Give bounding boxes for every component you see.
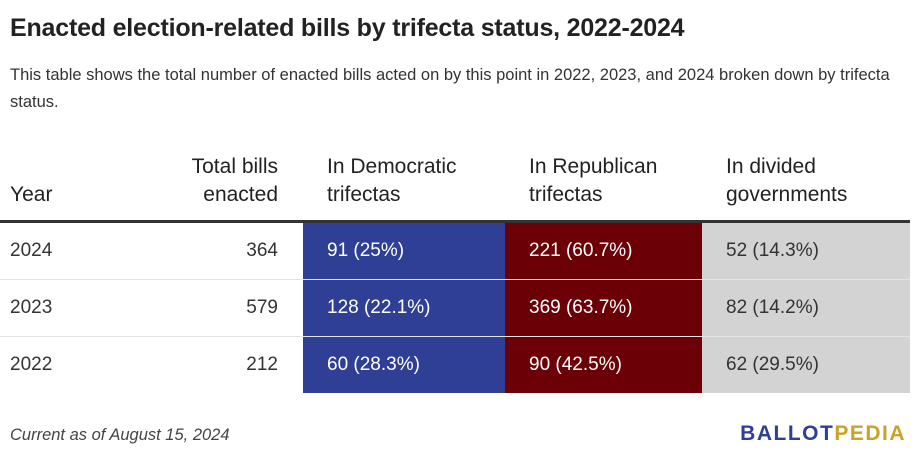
table-row: 2023 579 128 (22.1%) 369 (63.7%) 82 (14.… (0, 280, 910, 337)
header-year-line-1: Year (10, 183, 53, 206)
header-divided-line-2: governments (726, 183, 848, 206)
cell-divided: 52 (14.3%) (702, 223, 910, 279)
cell-divided: 82 (14.2%) (702, 280, 910, 336)
table-row: 2022 212 60 (28.3%) 90 (42.5%) 62 (29.5%… (0, 337, 910, 393)
cell-total: 212 (246, 354, 278, 375)
cell-year: 2023 (10, 297, 53, 318)
cell-republican: 369 (63.7%) (505, 280, 702, 336)
header-republican: In Republican trifectas (529, 153, 704, 209)
logo-pedia-text: PEDIA (834, 422, 906, 445)
cell-democratic: 60 (28.3%) (303, 337, 505, 393)
cell-total: 364 (246, 240, 278, 261)
header-republican-line-2: trifectas (529, 183, 603, 206)
bills-table: Year Total bills enacted In Democratic t… (0, 150, 910, 393)
cell-divided: 62 (29.5%) (702, 337, 910, 393)
cell-democratic: 128 (22.1%) (303, 280, 505, 336)
cell-total: 579 (246, 297, 278, 318)
table-header: Year Total bills enacted In Democratic t… (0, 150, 910, 223)
header-democratic: In Democratic trifectas (327, 153, 507, 209)
header-total-line-2: enacted (203, 183, 278, 206)
table-row: 2024 364 91 (25%) 221 (60.7%) 52 (14.3%) (0, 223, 910, 280)
header-democratic-line-2: trifectas (327, 183, 401, 206)
cell-republican: 221 (60.7%) (505, 223, 702, 279)
cell-republican: 90 (42.5%) (505, 337, 702, 393)
header-republican-line-1: In Republican (529, 155, 658, 178)
cell-year: 2024 (10, 240, 53, 261)
current-as-of-note: Current as of August 15, 2024 (10, 426, 230, 444)
page-title: Enacted election-related bills by trifec… (10, 14, 685, 42)
cell-democratic: 91 (25%) (303, 223, 505, 279)
header-democratic-line-1: In Democratic (327, 155, 457, 178)
header-year: Year (10, 181, 52, 209)
cell-year: 2022 (10, 354, 53, 375)
header-divided-line-1: In divided (726, 155, 816, 178)
ballotpedia-logo: BALLOTPEDIA (740, 422, 906, 446)
header-divided: In divided governments (726, 153, 910, 209)
page-subtitle: This table shows the total number of ena… (10, 66, 890, 111)
logo-ballot-text: BALLOT (740, 422, 835, 445)
header-total-line-1: Total bills (191, 155, 278, 178)
header-total: Total bills enacted (150, 153, 278, 209)
